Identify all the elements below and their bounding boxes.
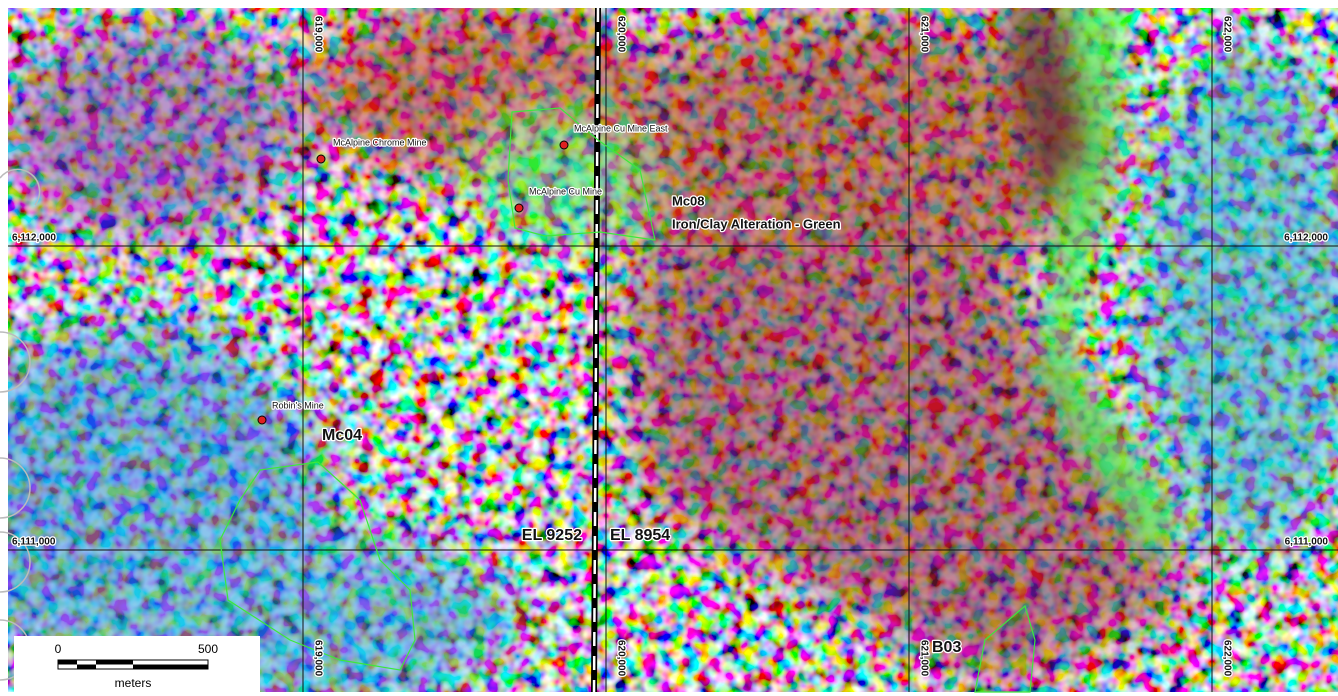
northing-label: 6,111,000 <box>1285 537 1329 548</box>
imagery <box>0 0 1338 696</box>
mine-label: McAlpine Cu Mine <box>529 186 602 196</box>
easting-label: 622,000 <box>1221 640 1232 677</box>
easting-label: 619,000 <box>312 16 323 53</box>
mine-marker <box>317 155 325 163</box>
northing-label: 6,112,000 <box>1284 233 1328 244</box>
zone-label: Mc08 <box>672 193 705 208</box>
scale-bar: 0 500 meters <box>14 636 260 694</box>
mine-label: McAlpine Chrome Mine <box>333 137 427 147</box>
mine-label: Robin's Mine <box>272 400 324 410</box>
easting-label: 619,000 <box>312 640 323 677</box>
zone-label: Mc04 <box>322 427 362 444</box>
easting-label: 621,000 <box>918 640 929 677</box>
tenement-label: EL 9252 <box>522 527 582 544</box>
mine-marker <box>258 416 266 424</box>
zone-label: B03 <box>932 639 961 656</box>
zone-note: Iron/Clay Alteration - Green <box>672 216 841 231</box>
mine-label: McAlpine Cu Mine East <box>574 123 668 133</box>
map-view: Mc04 Mc08 Iron/Clay Alteration - Green B… <box>0 0 1338 696</box>
mine-marker <box>560 141 568 149</box>
scale-end: 500 <box>198 642 218 656</box>
scale-start: 0 <box>55 642 62 656</box>
northing-label: 6,111,000 <box>12 537 56 548</box>
northing-label: 6,112,000 <box>12 233 56 244</box>
easting-label: 621,000 <box>918 16 929 53</box>
tenement-label: EL 8954 <box>610 527 670 544</box>
tenement-boundary <box>594 8 598 692</box>
mine-marker <box>515 204 523 212</box>
easting-label: 620,000 <box>615 640 626 677</box>
easting-label: 622,000 <box>1221 16 1232 53</box>
scale-unit: meters <box>115 676 152 690</box>
easting-label: 620,000 <box>615 16 626 53</box>
